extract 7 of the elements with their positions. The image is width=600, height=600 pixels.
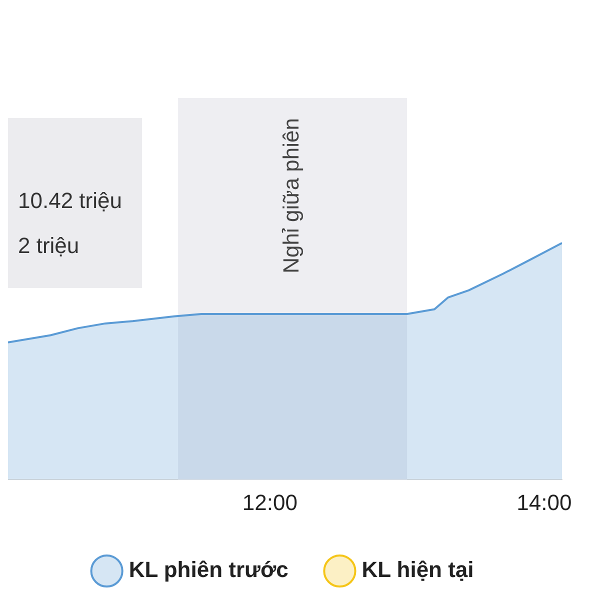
x-tick-label: 12:00 xyxy=(242,490,298,515)
x-tick-label: 14:00 xyxy=(516,490,572,515)
legend-label: KL hiện tại xyxy=(362,557,474,582)
tooltip-box: 10.42 triệu 2 triệu xyxy=(8,118,142,288)
band-label: Nghỉ giữa phiên xyxy=(278,118,304,274)
legend-label: KL phiên trước xyxy=(128,557,288,582)
annotation: 2 triệu xyxy=(18,232,80,260)
